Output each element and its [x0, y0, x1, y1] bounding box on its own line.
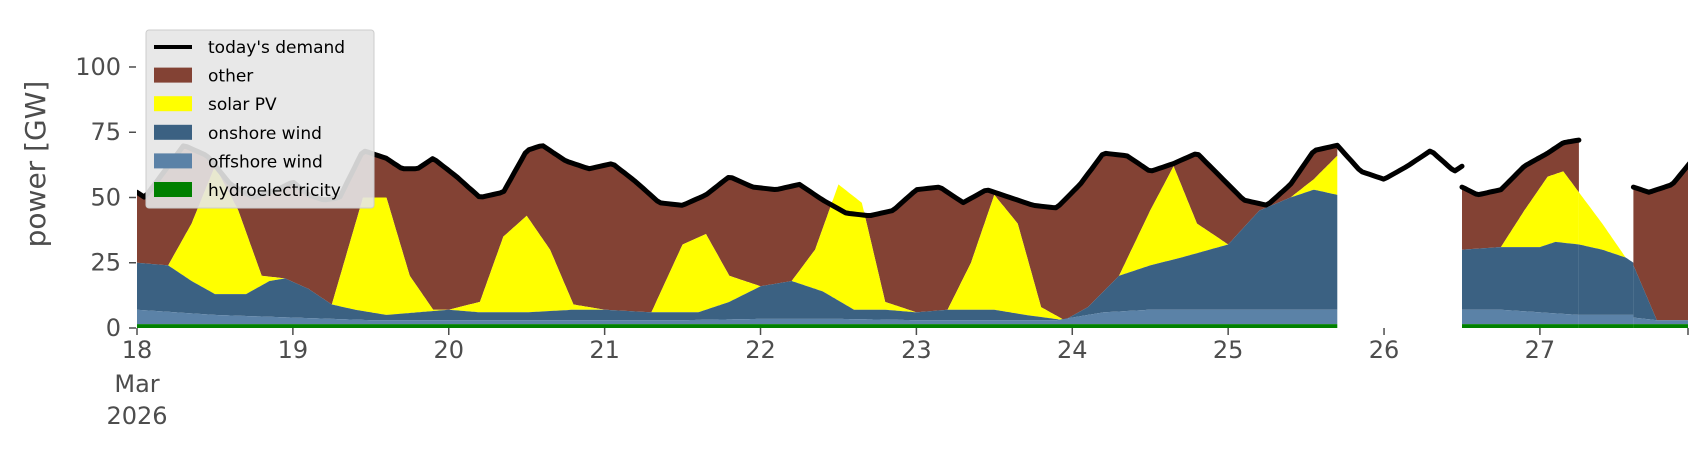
y-tick-label-0: 0: [106, 314, 121, 342]
legend-swatch-offshore: [154, 153, 192, 169]
legend-swatch-other: [154, 67, 192, 83]
x-tick-label-9: 27: [1525, 336, 1556, 364]
other-area-3: [1633, 165, 1688, 321]
hydro-area-2: [1578, 324, 1634, 328]
solar-area-0: [137, 155, 1338, 321]
x-tick-label-1: 19: [278, 336, 309, 364]
x-tick-label-0: 18: [122, 336, 153, 364]
onshore-wind-area-1: [1462, 241, 1579, 315]
x-tick-label-4: 22: [745, 336, 776, 364]
y-axis-label: power [GW]: [19, 81, 52, 248]
offshore-wind-area-0: [137, 309, 1338, 325]
legend-label-other: other: [208, 67, 253, 87]
hydro-area-1: [1462, 324, 1579, 328]
x-tick-sublabel-0-0: Mar: [114, 370, 159, 398]
legend-swatch-hydro: [154, 182, 192, 197]
legend-label-hydro: hydroelectricity: [208, 181, 341, 201]
y-tick-label-2: 50: [90, 183, 121, 211]
legend-swatch-onshore: [154, 124, 192, 140]
y-tick-label-1: 25: [90, 249, 121, 277]
x-tick-label-5: 23: [901, 336, 932, 364]
legend-label-demand: today's demand: [208, 38, 345, 58]
other-area-1: [1462, 140, 1579, 250]
x-tick-label-2: 20: [433, 336, 464, 364]
legend-label-offshore: offshore wind: [208, 152, 323, 172]
hydro-area-3: [1633, 324, 1688, 328]
other-area-0: [137, 145, 1338, 321]
hydro-area-0: [137, 324, 1338, 328]
offshore-wind-area-1: [1462, 309, 1579, 325]
demand-line-3: [1630, 161, 1688, 195]
y-tick-label-4: 100: [75, 53, 121, 81]
y-axis: 0 25 50 75 100: [75, 53, 136, 342]
plot-area: [137, 137, 1688, 328]
solar-area-1: [1462, 171, 1579, 250]
legend-swatch-solar: [154, 96, 192, 112]
onshore-wind-area-0: [137, 189, 1338, 321]
plot-series: [137, 137, 1688, 328]
legend-label-solar: solar PV: [208, 95, 277, 115]
offshore-wind-area-2: [1578, 314, 1634, 325]
demand-line-1: [1459, 137, 1582, 198]
legend-box: [145, 29, 375, 209]
offshore-wind-area-3: [1633, 317, 1688, 325]
x-tick-label-3: 21: [589, 336, 620, 364]
legend: today's demand other solar PV onshore wind o…: [145, 29, 375, 209]
solar-area-2: [1578, 192, 1634, 263]
onshore-wind-area-3: [1633, 265, 1688, 321]
x-tick-label-7: 25: [1213, 336, 1244, 364]
onshore-wind-area-2: [1578, 244, 1634, 315]
x-tick-label-8: 26: [1369, 336, 1400, 364]
x-axis: 18 Mar 2026 19 20 21 22 23 24 25 26 27: [106, 328, 1689, 430]
x-tick-label-6: 24: [1057, 336, 1088, 364]
legend-label-onshore: onshore wind: [208, 124, 322, 144]
x-tick-sublabel-0-1: 2026: [106, 402, 167, 430]
y-tick-label-3: 75: [90, 118, 121, 146]
